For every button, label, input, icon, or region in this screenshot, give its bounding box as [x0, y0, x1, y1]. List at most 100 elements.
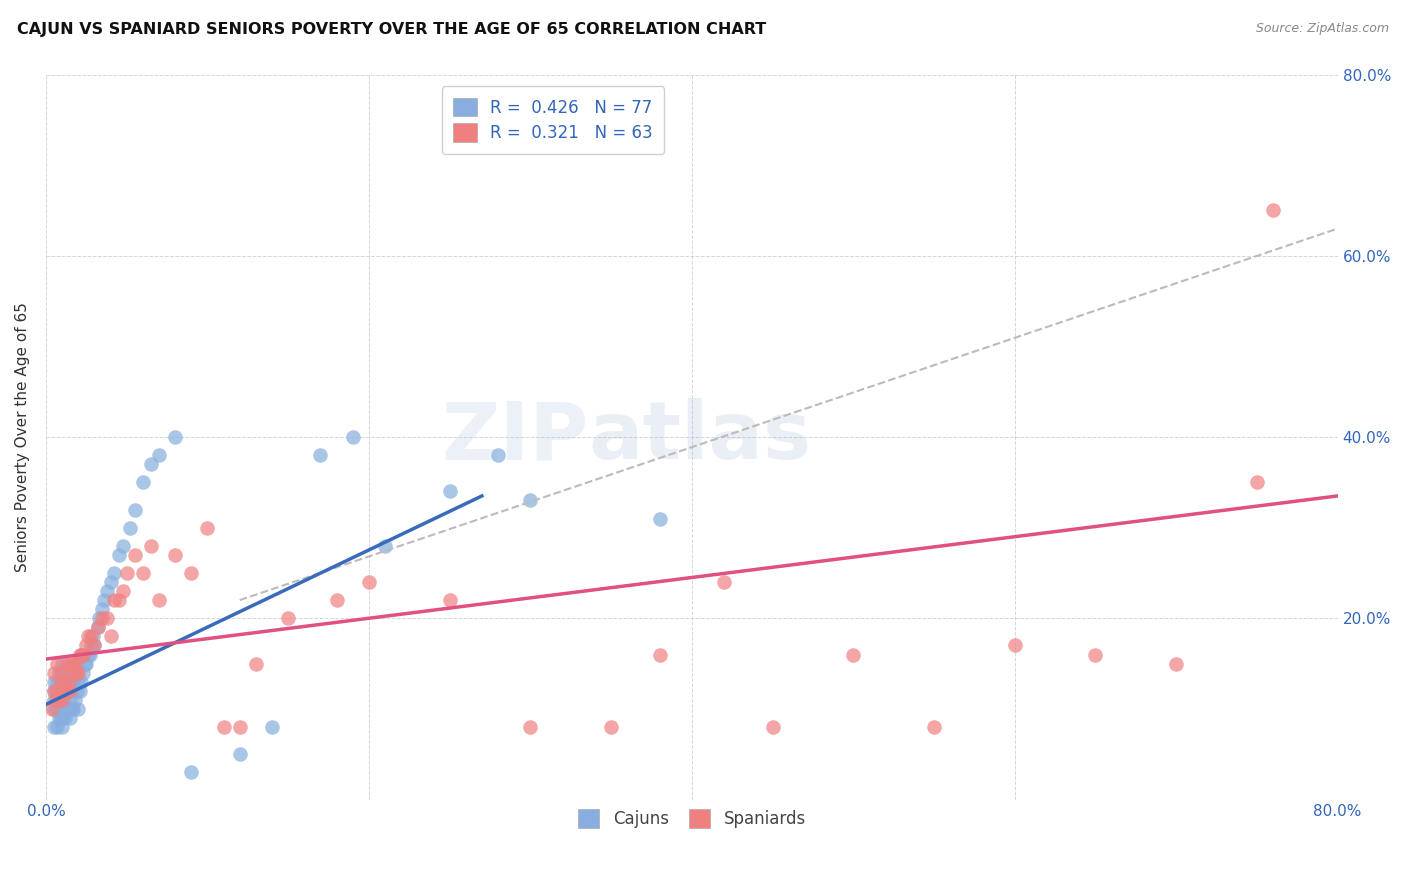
Point — [42, 683, 65, 698]
Point — [648, 511, 671, 525]
Point — [118, 521, 141, 535]
Point — [60, 674, 83, 689]
Point — [165, 548, 187, 562]
Point — [62, 674, 84, 689]
Point — [56, 702, 79, 716]
Point — [100, 574, 122, 589]
Point — [148, 593, 170, 607]
Point — [842, 648, 865, 662]
Point — [48, 693, 70, 707]
Point — [59, 657, 82, 671]
Point — [45, 693, 67, 707]
Point — [59, 693, 82, 707]
Point — [70, 674, 93, 689]
Point — [72, 665, 94, 680]
Point — [49, 693, 72, 707]
Point — [124, 548, 146, 562]
Point — [66, 683, 89, 698]
Point — [83, 639, 105, 653]
Point — [228, 747, 250, 762]
Point — [77, 648, 100, 662]
Point — [67, 665, 90, 680]
Point — [51, 683, 73, 698]
Point — [46, 702, 69, 716]
Point — [148, 448, 170, 462]
Point — [374, 539, 396, 553]
Point — [46, 720, 69, 734]
Point — [112, 584, 135, 599]
Point — [1084, 648, 1107, 662]
Point — [80, 629, 103, 643]
Point — [107, 593, 129, 607]
Point — [63, 665, 86, 680]
Point — [139, 457, 162, 471]
Point — [51, 702, 73, 716]
Point — [103, 566, 125, 580]
Point — [56, 657, 79, 671]
Point — [46, 683, 69, 698]
Point — [51, 665, 73, 680]
Point — [79, 648, 101, 662]
Point — [132, 475, 155, 490]
Point — [93, 593, 115, 607]
Point — [51, 657, 73, 671]
Point — [58, 674, 80, 689]
Point — [197, 521, 219, 535]
Point — [49, 674, 72, 689]
Point — [309, 448, 332, 462]
Point — [46, 674, 69, 689]
Point — [77, 629, 100, 643]
Point — [58, 702, 80, 716]
Point — [49, 711, 72, 725]
Point — [70, 648, 93, 662]
Point — [713, 574, 735, 589]
Point — [46, 657, 69, 671]
Point — [72, 648, 94, 662]
Point — [59, 674, 82, 689]
Point — [100, 629, 122, 643]
Point — [357, 574, 380, 589]
Point — [48, 711, 70, 725]
Point — [761, 720, 783, 734]
Point — [1166, 657, 1188, 671]
Text: atlas: atlas — [589, 398, 811, 476]
Point — [89, 611, 111, 625]
Point — [51, 693, 73, 707]
Point — [42, 693, 65, 707]
Point — [325, 593, 347, 607]
Point — [75, 657, 97, 671]
Point — [486, 448, 509, 462]
Point — [165, 430, 187, 444]
Point — [60, 665, 83, 680]
Point — [59, 683, 82, 698]
Point — [83, 639, 105, 653]
Point — [56, 665, 79, 680]
Point — [600, 720, 623, 734]
Point — [52, 683, 75, 698]
Point — [139, 539, 162, 553]
Point — [132, 566, 155, 580]
Point — [69, 648, 91, 662]
Point — [73, 657, 96, 671]
Point — [42, 674, 65, 689]
Point — [42, 683, 65, 698]
Point — [67, 657, 90, 671]
Point — [62, 702, 84, 716]
Legend: Cajuns, Spaniards: Cajuns, Spaniards — [571, 803, 813, 835]
Point — [56, 683, 79, 698]
Text: Source: ZipAtlas.com: Source: ZipAtlas.com — [1256, 22, 1389, 36]
Point — [86, 620, 108, 634]
Point — [53, 683, 76, 698]
Point — [82, 629, 104, 643]
Point — [53, 711, 76, 725]
Point — [67, 674, 90, 689]
Point — [80, 639, 103, 653]
Point — [51, 711, 73, 725]
Point — [228, 720, 250, 734]
Point — [66, 665, 89, 680]
Point — [91, 611, 114, 625]
Point — [519, 720, 541, 734]
Point — [115, 566, 138, 580]
Point — [70, 648, 93, 662]
Point — [1004, 639, 1026, 653]
